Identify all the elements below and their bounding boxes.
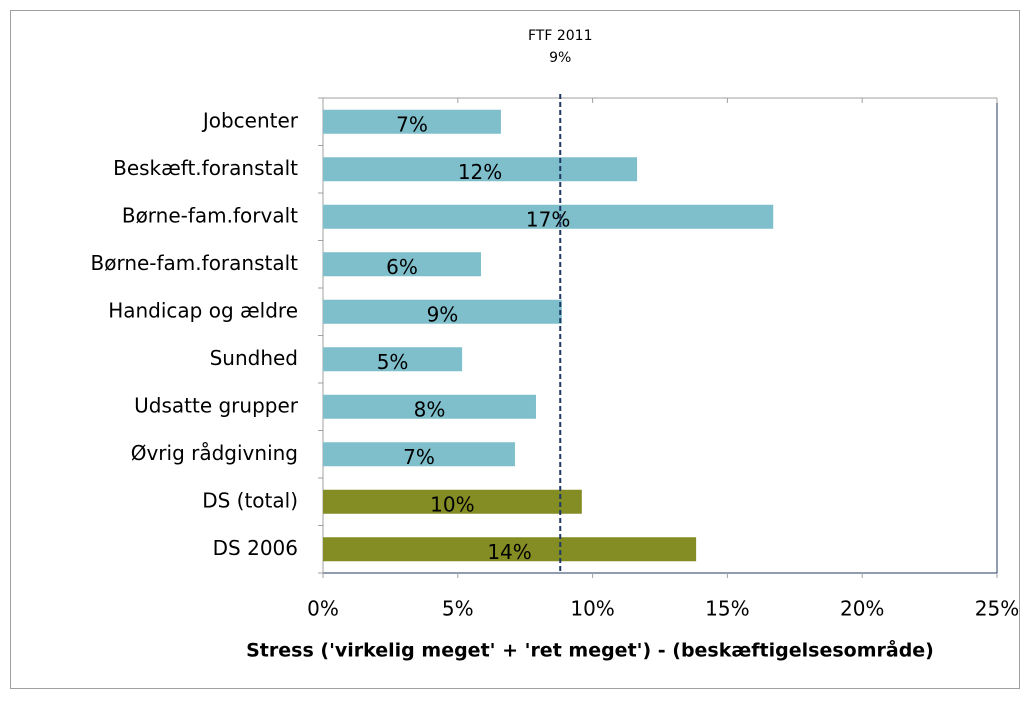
bar: [323, 537, 697, 562]
reference-value-label: 9%: [549, 50, 571, 66]
y-tick-label: DS 2006: [213, 536, 298, 560]
value-label: 7%: [403, 445, 435, 469]
value-label: 17%: [526, 207, 570, 231]
y-tick-label: Børne-fam.forvalt: [122, 203, 298, 227]
bar: [323, 442, 515, 467]
bar: [323, 347, 463, 372]
y-tick-label: Beskæft.foranstalt: [113, 156, 298, 180]
bar: [323, 252, 481, 277]
value-label: 12%: [458, 160, 502, 184]
y-tick-label: Udsatte grupper: [134, 393, 299, 417]
x-tick-label: 15%: [705, 597, 749, 621]
bar: [323, 157, 638, 182]
y-tick-label: Handicap og ældre: [108, 298, 298, 322]
bar: [323, 394, 536, 419]
y-tick-label: Øvrig rådgivning: [131, 441, 298, 465]
value-label: 5%: [377, 350, 409, 374]
x-tick-label: 25%: [975, 597, 1019, 621]
chart-frame: [10, 10, 1020, 689]
value-label: 9%: [427, 302, 459, 326]
value-label: 10%: [430, 492, 474, 516]
value-label: 6%: [386, 255, 418, 279]
y-tick-label: Sundhed: [210, 346, 298, 370]
bar: [323, 109, 501, 134]
y-tick-label: DS (total): [202, 488, 298, 512]
y-tick-label: Jobcenter: [201, 108, 299, 132]
x-tick-label: 5%: [442, 597, 474, 621]
bar: [323, 489, 582, 514]
y-tick-label: Børne-fam.foranstalt: [90, 251, 298, 275]
reference-label: FTF 2011: [528, 28, 593, 44]
value-label: 8%: [414, 397, 446, 421]
x-tick-label: 20%: [840, 597, 884, 621]
x-axis-label: Stress ('virkelig meget' + 'ret meget') …: [246, 638, 934, 662]
x-tick-label: 10%: [570, 597, 614, 621]
bar: [323, 299, 562, 324]
value-label: 7%: [396, 112, 428, 136]
bar: [323, 204, 774, 229]
value-label: 14%: [487, 540, 531, 564]
x-tick-label: 0%: [307, 597, 339, 621]
